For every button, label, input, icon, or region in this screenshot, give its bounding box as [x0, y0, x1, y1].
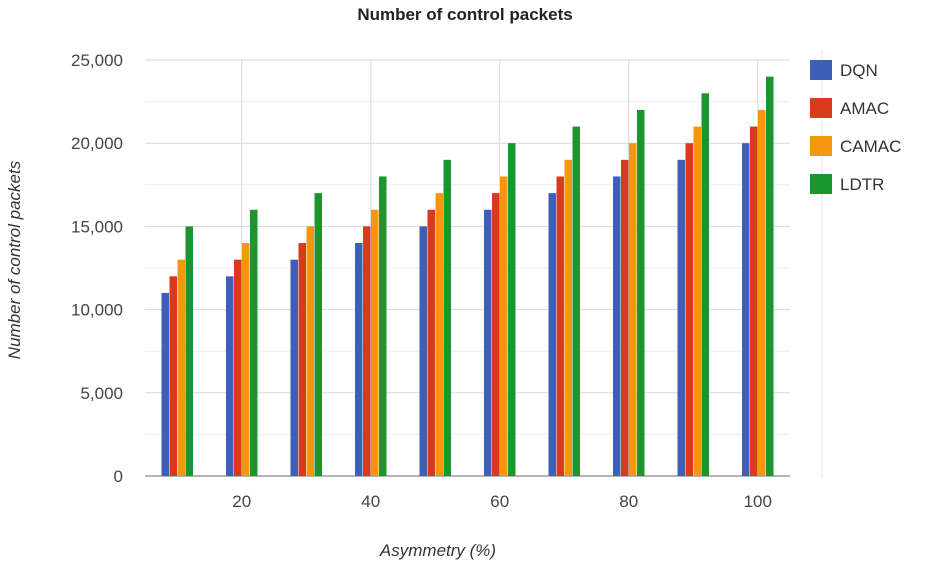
bar-dqn-20: [226, 276, 234, 476]
y-tick-label: 5,000: [80, 384, 123, 403]
bar-ldtr-100: [766, 76, 774, 476]
bar-dqn-80: [613, 176, 621, 477]
legend-label-dqn: DQN: [840, 61, 878, 80]
bar-ldtr-70: [572, 126, 580, 476]
legend-label-amac: AMAC: [840, 99, 889, 118]
bar-amac-40: [363, 226, 371, 476]
bar-ldtr-90: [701, 93, 709, 476]
bar-dqn-90: [677, 159, 685, 476]
bar-dqn-10: [161, 292, 169, 476]
bar-camac-20: [242, 243, 250, 476]
bar-amac-20: [234, 259, 242, 476]
legend: DQN AMAC CAMAC LDTR: [810, 60, 901, 194]
bar-dqn-70: [548, 193, 556, 476]
chart-title: Number of control packets: [357, 5, 572, 24]
bar-amac-60: [492, 193, 500, 476]
bar-ldtr-20: [250, 209, 258, 476]
y-tick-label: 15,000: [71, 217, 123, 236]
bar-dqn-100: [742, 143, 750, 476]
bar-amac-30: [298, 243, 306, 476]
y-tick-label: 25,000: [71, 51, 123, 70]
bar-ldtr-30: [314, 193, 322, 476]
x-tick-label: 80: [619, 492, 638, 511]
legend-swatch-camac: [810, 136, 832, 156]
legend-label-ldtr: LDTR: [840, 175, 884, 194]
bar-camac-40: [371, 209, 379, 476]
y-axis-title: Number of control packets: [5, 160, 24, 359]
legend-swatch-ldtr: [810, 174, 832, 194]
bars: [161, 76, 774, 477]
x-tick-label: 40: [361, 492, 380, 511]
y-tick-label: 20,000: [71, 134, 123, 153]
y-tick-label: 0: [114, 467, 123, 486]
x-tick-label: 20: [232, 492, 251, 511]
legend-swatch-dqn: [810, 60, 832, 80]
bar-camac-80: [629, 143, 637, 476]
bar-dqn-40: [355, 243, 363, 476]
bar-dqn-30: [290, 259, 298, 476]
bar-ldtr-50: [443, 159, 451, 476]
legend-label-camac: CAMAC: [840, 137, 901, 156]
bar-camac-30: [306, 226, 314, 476]
bar-amac-90: [685, 143, 693, 476]
bar-amac-10: [169, 276, 177, 476]
bar-ldtr-10: [185, 226, 193, 476]
bar-amac-70: [556, 176, 564, 477]
x-tick-label: 60: [490, 492, 509, 511]
x-axis-ticks: 20 40 60 80 100: [232, 492, 772, 511]
gridlines: [145, 59, 790, 477]
bar-amac-50: [427, 209, 435, 476]
bar-dqn-50: [419, 226, 427, 476]
bar-amac-80: [621, 159, 629, 476]
bar-camac-100: [758, 109, 766, 477]
y-tick-label: 10,000: [71, 301, 123, 320]
bar-ldtr-40: [379, 176, 387, 477]
bar-ldtr-60: [508, 143, 516, 476]
bar-ldtr-80: [637, 109, 645, 477]
y-axis-ticks: 0 5,000 10,000 15,000 20,000 25,000: [71, 51, 123, 486]
legend-swatch-amac: [810, 98, 832, 118]
bar-dqn-60: [484, 209, 492, 476]
bar-camac-90: [693, 126, 701, 476]
bar-amac-100: [750, 126, 758, 476]
bar-camac-70: [564, 159, 572, 476]
bar-camac-50: [435, 193, 443, 476]
x-tick-label: 100: [744, 492, 772, 511]
bar-camac-60: [500, 176, 508, 477]
x-axis-title: Asymmetry (%): [379, 541, 496, 560]
bar-camac-10: [177, 259, 185, 476]
